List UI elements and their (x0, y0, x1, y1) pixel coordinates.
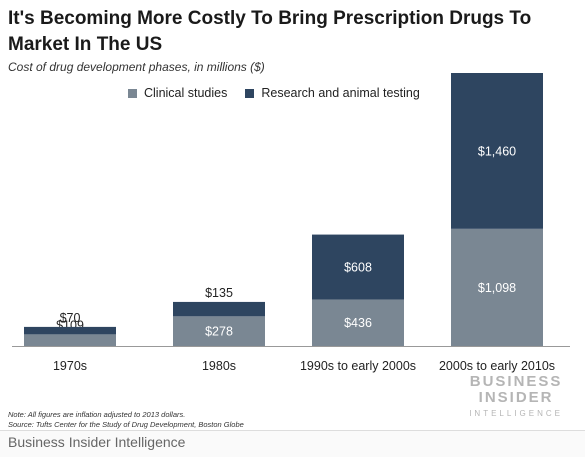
value-label-research-3: $1,460 (478, 144, 516, 158)
brand-logo: BUSINESS INSIDER INTELLIGENCE (469, 374, 563, 422)
legend: Clinical studies Research and animal tes… (128, 86, 438, 100)
value-label-clinical-2: $436 (344, 316, 372, 330)
legend-label-research: Research and animal testing (261, 86, 420, 100)
chart-title: It's Becoming More Costly To Bring Presc… (8, 8, 532, 55)
value-label-clinical-3: $1,098 (478, 281, 516, 295)
bar-clinical-1 (173, 316, 265, 346)
bar-clinical-2 (312, 299, 404, 346)
value-label-clinical-1: $278 (205, 325, 233, 339)
note-text: Note: All figures are inflation adjusted… (8, 410, 186, 419)
bar-research-2 (312, 234, 404, 300)
source-text: Source: Tufts Center for the Study of Dr… (8, 420, 244, 429)
brand-line1: BUSINESS (469, 373, 563, 390)
bar-research-3 (451, 73, 543, 229)
value-label-research-1: $135 (205, 286, 233, 300)
footer-bar (0, 430, 585, 457)
bar-clinical-0 (24, 334, 116, 346)
brand-line2: INSIDER (478, 389, 554, 406)
brand-line3: INTELLIGENCE (469, 409, 563, 418)
bar-clinical-3 (451, 228, 543, 346)
value-label-research-2: $608 (344, 261, 372, 275)
category-label-2: 1990s to early 2000s (300, 359, 416, 373)
category-label-0: 1970s (53, 359, 87, 373)
legend-item-clinical: Clinical studies (128, 86, 227, 100)
chart-subtitle: Cost of drug development phases, in mill… (8, 60, 265, 74)
footer-text: Business Insider Intelligence (8, 434, 186, 450)
bar-research-1 (173, 301, 265, 317)
legend-item-research: Research and animal testing (245, 86, 420, 100)
category-label-3: 2000s to early 2010s (439, 359, 555, 373)
category-label-1: 1980s (202, 359, 236, 373)
legend-swatch-clinical (128, 88, 137, 98)
legend-swatch-research (245, 88, 255, 98)
value-label-research-0: $70 (60, 311, 81, 325)
bar-research-0 (24, 326, 116, 335)
legend-label-clinical: Clinical studies (144, 86, 228, 100)
